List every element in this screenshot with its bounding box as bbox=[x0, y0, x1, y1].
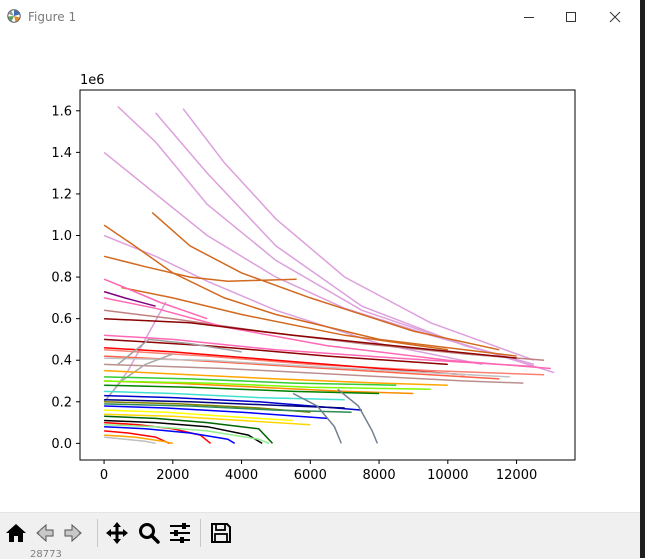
maximize-icon bbox=[566, 11, 576, 22]
move-icon bbox=[106, 522, 128, 544]
series-line bbox=[104, 369, 448, 386]
pan-button[interactable] bbox=[104, 518, 130, 548]
minimize-button[interactable] bbox=[507, 0, 551, 33]
series-line bbox=[337, 388, 378, 444]
window-edge bbox=[640, 0, 645, 558]
x-tick-label: 0 bbox=[100, 468, 108, 483]
series-line bbox=[104, 357, 510, 378]
minimize-icon bbox=[524, 16, 534, 18]
series-line bbox=[104, 413, 311, 426]
forward-button[interactable] bbox=[61, 518, 87, 548]
matplotlib-icon bbox=[7, 9, 21, 23]
line-chart: 0 2000 4000 6000 8000 10000 12000 0.0 0.2 0.4 0.6 0… bbox=[51, 73, 576, 483]
save-icon bbox=[211, 523, 231, 543]
y-tick-label: 0.8 bbox=[51, 271, 72, 286]
home-button[interactable] bbox=[3, 518, 29, 548]
series-line bbox=[104, 363, 524, 384]
series-line bbox=[104, 434, 173, 445]
series-line bbox=[104, 376, 397, 386]
x-tick-label: 2000 bbox=[156, 468, 189, 483]
series-line bbox=[104, 338, 448, 366]
series-line bbox=[104, 347, 466, 376]
x-tick-label: 10000 bbox=[427, 468, 468, 483]
save-button[interactable] bbox=[208, 518, 234, 548]
series-line bbox=[151, 212, 500, 351]
configure-subplots-button[interactable] bbox=[167, 518, 193, 548]
series-line bbox=[104, 317, 517, 359]
y-tick-label: 0.2 bbox=[51, 395, 72, 410]
series-line bbox=[104, 423, 270, 445]
series-line bbox=[104, 334, 534, 368]
y-tick-label: 1.4 bbox=[51, 146, 72, 161]
y-tick-label: 0.6 bbox=[51, 312, 72, 327]
series-line bbox=[104, 405, 328, 420]
series-line bbox=[155, 112, 534, 366]
series-line bbox=[117, 338, 242, 365]
series-line bbox=[103, 290, 156, 307]
y-tick-label: 1.2 bbox=[51, 187, 72, 202]
series-line bbox=[104, 415, 274, 444]
series-line bbox=[121, 286, 448, 351]
series-line bbox=[104, 436, 156, 445]
sliders-icon bbox=[170, 523, 190, 543]
axes-frame bbox=[79, 89, 576, 461]
status-text: 28773 bbox=[30, 549, 62, 560]
back-button[interactable] bbox=[31, 518, 57, 548]
series-line bbox=[104, 349, 545, 376]
series-line bbox=[104, 384, 380, 395]
maximize-button[interactable] bbox=[549, 0, 593, 33]
window-title: Figure 1 bbox=[28, 10, 77, 24]
plot-canvas[interactable]: 0 2000 4000 6000 8000 10000 12000 0.0 0.2 0.4 0.6 0… bbox=[0, 34, 640, 512]
series-line bbox=[104, 409, 294, 422]
close-button[interactable] bbox=[593, 0, 637, 33]
toolbar-separator bbox=[97, 519, 98, 547]
series-line bbox=[104, 403, 352, 413]
zoom-icon bbox=[139, 523, 160, 544]
series-line bbox=[103, 255, 297, 282]
series-line bbox=[104, 430, 170, 445]
close-icon bbox=[609, 11, 621, 22]
x-tick-label: 8000 bbox=[363, 468, 396, 483]
y-offset-text: 1e6 bbox=[80, 73, 105, 88]
forward-arrow-icon bbox=[64, 523, 82, 543]
y-tick-label: 1.6 bbox=[51, 104, 72, 119]
x-tick-label: 4000 bbox=[225, 468, 258, 483]
series-line bbox=[292, 392, 342, 444]
x-tick-label: 12000 bbox=[496, 468, 537, 483]
back-arrow-icon bbox=[36, 523, 54, 543]
series-line bbox=[104, 425, 236, 445]
axes-background bbox=[80, 90, 575, 460]
y-tick-label: 0.0 bbox=[51, 437, 72, 452]
navigation-toolbar: 28773 bbox=[0, 512, 640, 560]
toolbar-separator bbox=[200, 519, 201, 547]
series-line bbox=[182, 108, 535, 361]
series-line bbox=[104, 380, 431, 391]
y-tick-label: 1.0 bbox=[51, 229, 72, 244]
home-icon bbox=[6, 524, 26, 542]
series-line bbox=[103, 278, 208, 320]
x-tick-label: 6000 bbox=[294, 468, 327, 483]
title-bar[interactable]: Figure 1 bbox=[0, 0, 640, 34]
zoom-button[interactable] bbox=[136, 518, 162, 548]
y-tick-label: 0.4 bbox=[51, 354, 72, 369]
